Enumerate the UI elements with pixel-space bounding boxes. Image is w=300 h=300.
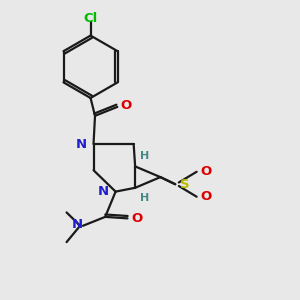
Text: H: H bbox=[140, 193, 149, 203]
Text: Cl: Cl bbox=[83, 12, 98, 25]
Text: O: O bbox=[131, 212, 142, 225]
Text: N: N bbox=[76, 138, 87, 151]
Text: O: O bbox=[200, 190, 212, 203]
Text: N: N bbox=[98, 185, 109, 198]
Text: O: O bbox=[200, 165, 212, 178]
Text: S: S bbox=[180, 178, 189, 191]
Text: N: N bbox=[72, 218, 83, 231]
Text: O: O bbox=[121, 99, 132, 112]
Text: H: H bbox=[140, 151, 149, 161]
